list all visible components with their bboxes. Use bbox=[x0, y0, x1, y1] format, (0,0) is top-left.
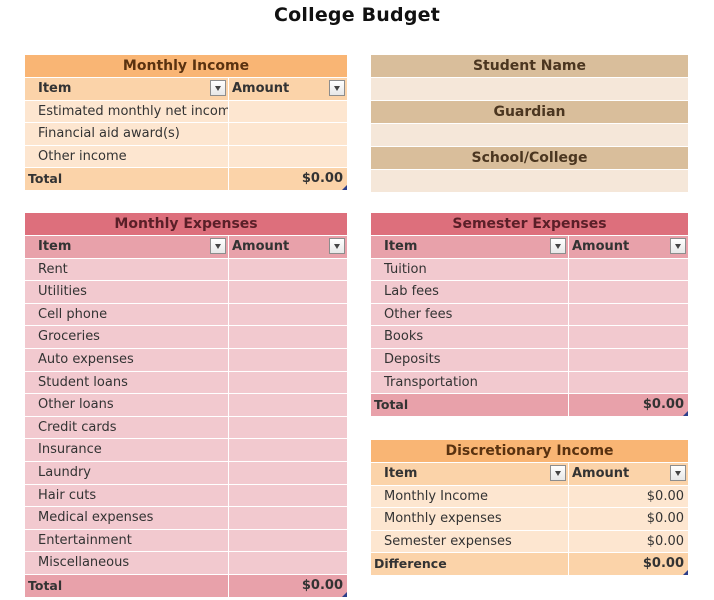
filter-dropdown-icon[interactable] bbox=[329, 80, 345, 96]
table-row[interactable]: Medical expenses bbox=[25, 506, 347, 529]
table-row[interactable]: Semester expenses $0.00 bbox=[371, 529, 688, 553]
table-row[interactable]: Monthly expenses $0.00 bbox=[371, 507, 688, 530]
column-header-row: Item Amount bbox=[371, 235, 688, 258]
amount-column-header[interactable]: Amount bbox=[568, 463, 688, 485]
table-resize-handle[interactable] bbox=[683, 569, 688, 575]
discretionary-income-header: Discretionary Income bbox=[371, 440, 688, 462]
table-row[interactable]: Hair cuts bbox=[25, 483, 347, 507]
column-header-row: Item Amount bbox=[25, 77, 347, 100]
table-row[interactable]: Estimated monthly net income bbox=[25, 99, 347, 123]
total-label: Total bbox=[374, 397, 409, 413]
item-column-header[interactable]: Item bbox=[25, 236, 228, 258]
table-resize-handle[interactable] bbox=[342, 184, 347, 190]
total-value[interactable]: $0.00 bbox=[568, 394, 688, 416]
item-column-header[interactable]: Item bbox=[371, 463, 568, 485]
school-field[interactable] bbox=[371, 170, 688, 192]
table-row[interactable]: Other fees bbox=[371, 302, 688, 326]
difference-label: Difference bbox=[374, 556, 447, 572]
table-row[interactable]: Other loans bbox=[25, 393, 347, 416]
filter-dropdown-icon[interactable] bbox=[550, 465, 566, 481]
amount-column-header[interactable]: Amount bbox=[228, 78, 347, 100]
table-row[interactable]: Laundry bbox=[25, 460, 347, 484]
table-row[interactable]: Credit cards bbox=[25, 415, 347, 439]
item-column-header[interactable]: Item bbox=[25, 78, 228, 100]
table-row[interactable]: Insurance bbox=[25, 438, 347, 461]
page-title: College Budget bbox=[274, 4, 440, 26]
table-row[interactable]: Entertainment bbox=[25, 528, 347, 552]
table-row[interactable]: Miscellaneous bbox=[25, 551, 347, 574]
table-row[interactable]: Transportation bbox=[371, 370, 688, 394]
table-row[interactable]: Rent bbox=[25, 257, 347, 281]
filter-dropdown-icon[interactable] bbox=[210, 80, 226, 96]
table-row[interactable]: Lab fees bbox=[371, 280, 688, 303]
school-label: School/College bbox=[371, 147, 688, 169]
difference-row: Difference $0.00 bbox=[371, 552, 688, 575]
column-header-row: Item Amount bbox=[25, 235, 347, 258]
table-row[interactable]: Books bbox=[371, 325, 688, 348]
student-name-field[interactable] bbox=[371, 78, 688, 100]
table-resize-handle[interactable] bbox=[683, 410, 688, 416]
guardian-field[interactable] bbox=[371, 124, 688, 146]
total-label: Total bbox=[28, 577, 63, 593]
table-row[interactable]: Monthly Income $0.00 bbox=[371, 484, 688, 508]
amount-column-header[interactable]: Amount bbox=[568, 236, 688, 258]
filter-dropdown-icon[interactable] bbox=[329, 238, 345, 254]
table-row[interactable]: Financial aid award(s) bbox=[25, 122, 347, 145]
column-header-row: Item Amount bbox=[371, 462, 688, 485]
table-row[interactable]: Cell phone bbox=[25, 302, 347, 326]
table-row[interactable]: Groceries bbox=[25, 325, 347, 348]
table-resize-handle[interactable] bbox=[342, 591, 347, 597]
guardian-label: Guardian bbox=[371, 101, 688, 123]
total-row: Total $0.00 bbox=[25, 573, 347, 597]
filter-dropdown-icon[interactable] bbox=[670, 465, 686, 481]
table-row[interactable]: Student loans bbox=[25, 370, 347, 394]
total-row: Total $0.00 bbox=[25, 167, 347, 190]
filter-dropdown-icon[interactable] bbox=[670, 238, 686, 254]
discretionary-income-table: Discretionary Income Item Amount Monthly… bbox=[371, 440, 688, 575]
monthly-income-table: Monthly Income Item Amount Estimated mon… bbox=[25, 55, 347, 190]
total-value[interactable]: $0.00 bbox=[228, 574, 347, 597]
table-row[interactable]: Tuition bbox=[371, 257, 688, 281]
total-value[interactable]: $0.00 bbox=[228, 168, 347, 190]
filter-dropdown-icon[interactable] bbox=[210, 238, 226, 254]
monthly-expenses-header: Monthly Expenses bbox=[25, 213, 347, 235]
table-row[interactable]: Other income bbox=[25, 144, 347, 168]
monthly-income-header: Monthly Income bbox=[25, 55, 347, 77]
item-column-header[interactable]: Item bbox=[371, 236, 568, 258]
student-info-panel: Student Name Guardian School/College bbox=[371, 55, 688, 192]
monthly-expenses-table: Monthly Expenses Item Amount Rent Utilit… bbox=[25, 213, 347, 597]
semester-expenses-header: Semester Expenses bbox=[371, 213, 688, 235]
table-row[interactable]: Deposits bbox=[371, 347, 688, 371]
table-row[interactable]: Utilities bbox=[25, 280, 347, 303]
total-row: Total $0.00 bbox=[371, 393, 688, 416]
difference-value[interactable]: $0.00 bbox=[568, 553, 688, 575]
student-name-label: Student Name bbox=[371, 55, 688, 77]
table-row[interactable]: Auto expenses bbox=[25, 347, 347, 371]
total-label: Total bbox=[28, 171, 63, 187]
filter-dropdown-icon[interactable] bbox=[550, 238, 566, 254]
semester-expenses-table: Semester Expenses Item Amount Tuition La… bbox=[371, 213, 688, 416]
amount-column-header[interactable]: Amount bbox=[228, 236, 347, 258]
